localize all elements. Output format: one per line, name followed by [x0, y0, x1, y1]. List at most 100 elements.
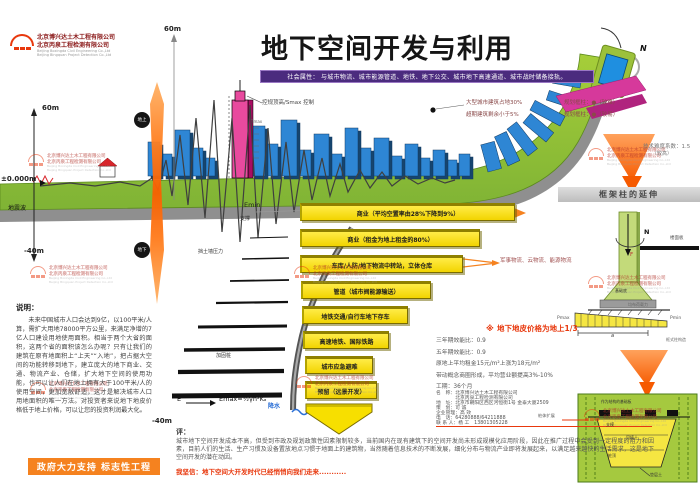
- e-label: E: [177, 395, 182, 403]
- tmax-label: Tmax: [251, 119, 263, 124]
- company-logo-arc-icon: [584, 409, 600, 421]
- plan-backfill-label: 回填土: [626, 435, 638, 440]
- plan-formwork-label: 支模: [606, 422, 614, 427]
- plan-pile-top-label: 桩顶: [608, 453, 616, 458]
- emin-label: Emin: [244, 201, 261, 209]
- floor-slab-label: 楼面板: [670, 236, 684, 241]
- contact-row-phone: 电 话：64280888/64211888: [436, 416, 506, 421]
- wall-pressure-label: 挡土墙压力: [198, 249, 224, 255]
- econ-line-4: 带动概念商圈形成，平均营业额提高3%-10%: [436, 372, 553, 379]
- foundation-plan-diagram: [562, 393, 698, 483]
- contact-row-name: 名 称：北京博兴达土木工程有限公司: [436, 391, 518, 396]
- depth-bar-metro-bike: 地铁交通/自行车地下存车: [302, 306, 408, 324]
- left-depth-axis: [31, 108, 46, 262]
- dewatering-label: 降水: [268, 403, 281, 410]
- econ-heading: 地下地皮价格为地上1/3: [497, 324, 578, 333]
- orange-depth-arrow: [150, 82, 164, 304]
- pmax-label: Pmax: [557, 316, 570, 321]
- company-name-en-2: Beijing Bingquan Project Detection Co.,L…: [37, 53, 112, 58]
- difficulty-note: （较高）: [652, 151, 673, 157]
- explain-heading: 说明：: [16, 303, 39, 312]
- government-support-banner: 政府大力支持 标志性工程: [28, 458, 160, 475]
- stat-leader: [430, 104, 465, 113]
- axis-minus40-bottom: -40m: [152, 417, 172, 425]
- difficulty-label: 技术难度系数：1.5: [643, 144, 691, 150]
- company-watermark: 北京博兴达土木工程有限公司 北京丙泉工程检测有限公司 Beijing Boxing…: [28, 154, 111, 172]
- axis-zero: ±0.000m: [1, 175, 37, 183]
- depth-bar-garage-logistics: 车库/人防/地下物流中转站，立体仓库: [300, 255, 463, 273]
- mini-red-wave: [32, 174, 54, 186]
- plan-hard-label: 规划框柱：●（较难）: [564, 100, 619, 106]
- military-logistics-note: 军事物流、云物流、能源物流: [500, 258, 572, 264]
- company-logo-header: 北京博兴达土木工程有限公司 北京丙泉工程检测有限公司 Beijing Boxin…: [10, 34, 115, 57]
- axis-60m-mid: 60m: [164, 25, 182, 33]
- company-logo-arc-icon: [294, 266, 310, 278]
- stat-overdue: 超期建筑剩余小于5%: [466, 112, 519, 118]
- frame-column-diagram: [587, 134, 699, 316]
- pink-tower: [228, 80, 263, 179]
- support-label: 支撑: [240, 216, 251, 222]
- company-watermark: 北京博兴达土木工程有限公司 北京丙泉工程检测有限公司 Beijing Boxing…: [588, 148, 671, 166]
- emax-formula: Emax=½γh²Kₐ: [219, 395, 267, 403]
- subtitle-text: 社会属性： 与城市物流、城市能源管道、地铁、地下公交、城市地下高速通道、城市战时…: [287, 74, 567, 81]
- depth-bar-reserved: 预留（远景开发）: [305, 381, 377, 399]
- pmin-label: Pmin: [670, 316, 682, 321]
- ramp-sign: [555, 44, 647, 119]
- company-name-2: 北京丙泉工程检测有限公司: [37, 41, 110, 49]
- contact-row-person: 联 系 人：杨 工 13801305228: [436, 421, 508, 426]
- seismic-wave-label: 地震波: [8, 205, 27, 212]
- company-watermark: 北京博兴达土木工程有限公司 北京丙泉工程检测有限公司 Beijing Boxing…: [294, 266, 377, 284]
- econ-line-1: 三年期效能比：0.9: [436, 338, 486, 344]
- footing-label: 基础底: [615, 288, 627, 293]
- econ-line-3: 原地上平均租金15元/m²上涨为18元/m²: [436, 361, 541, 367]
- company-name-en-1: Beijing Boxingda Civil Engineering Co.,L…: [37, 49, 111, 53]
- tower-control-label: 控规顶高/Smax 控制: [262, 100, 315, 106]
- explain-body: 未来中国城市人口会达到9亿，以100平米/人算，需扩大用地78000平方公里，来…: [16, 317, 152, 414]
- company-logo-arc-icon: [296, 376, 312, 388]
- contact-underline: [436, 426, 652, 427]
- contact-row-name-2: 北京丙泉工程检测有限公司: [436, 396, 513, 401]
- company-watermark: 北京博兴达土木工程有限公司 北京丙泉工程检测有限公司 Beijing Boxing…: [296, 376, 379, 394]
- company-name-1: 北京博兴达土木工程有限公司: [37, 34, 116, 41]
- below-ground-badge: 地下: [134, 242, 150, 258]
- review-heading: 评：: [176, 428, 190, 436]
- subtitle-banner: 社会属性： 与城市物流、城市能源管道、地铁、地下公交、城市地下高速通道、城市战时…: [260, 70, 594, 83]
- econ-line-5: 工期：36个月: [436, 384, 473, 390]
- plan-top-label: 作为结构的基础板: [601, 399, 632, 404]
- stat-large-buildings: 大型城市建筑占地30%: [466, 100, 523, 106]
- n-force-label: N: [644, 228, 650, 236]
- reinforce-pile-label: 加固桩: [216, 353, 232, 359]
- house-icon: [97, 157, 118, 178]
- company-watermark: 北京博兴达土木工程有限公司 北京丙泉工程检测有限公司 Beijing Boxing…: [30, 382, 113, 400]
- contact-row-planner: 策 划：可 诚: [436, 406, 467, 411]
- depth-bar-highspeed-rail: 高速地铁、国际铁路: [303, 331, 389, 349]
- review-slogan: 我坚信：地下空间大开发时代已经悄悄向我们走来...........: [176, 468, 347, 476]
- yellow-down-arrow: [305, 403, 373, 435]
- page-title: 地下空间开发与利用: [261, 34, 513, 65]
- econ-line-2: 五年期效能比：0.9: [436, 349, 486, 356]
- contact-row-management: 企业管理：高 效: [436, 411, 472, 416]
- depth-bar-pipelines: 管道（城市阀能源输送）: [301, 281, 431, 299]
- axis-60m-left: 60m: [42, 104, 60, 112]
- company-logo-arc-icon: [28, 154, 44, 166]
- compass-n-label: N: [640, 44, 647, 53]
- structure-label: 框式柱构造: [666, 337, 686, 342]
- load-label: 均布荷载力: [628, 302, 648, 307]
- company-watermark: 北京博兴达土木工程有限公司 北京丙泉工程检测有限公司 Beijing Boxing…: [584, 409, 667, 427]
- plan-easy-label: 规划框柱：●（较易）: [564, 112, 619, 118]
- footing-pressure-diagram: [574, 312, 668, 398]
- company-watermark: 北京博兴达土木工程有限公司 北京丙泉工程检测有限公司 Beijing Boxing…: [30, 266, 113, 284]
- company-logo-arc-icon: [588, 276, 604, 288]
- depth-bar-commercial-1: 商业（平均空置率由28%下降到9%）: [300, 203, 515, 221]
- mid-height-axis: [171, 34, 177, 200]
- contact-row-address: 地 址：北京市朝阳区西区河恒街1号 金泰大厦2509: [436, 401, 549, 406]
- company-logo-arc-icon: [30, 382, 46, 394]
- company-logo-arc-icon: [588, 148, 604, 160]
- plan-left-label: 桩体扩展: [538, 413, 555, 418]
- frame-column-band: 框架柱的延伸: [558, 187, 700, 202]
- company-logo-arc-icon: [30, 266, 46, 278]
- f-force-label: F: [630, 252, 634, 258]
- company-watermark: 北京博兴达土木工程有限公司 北京丙泉工程检测有限公司 Beijing Boxing…: [588, 276, 671, 294]
